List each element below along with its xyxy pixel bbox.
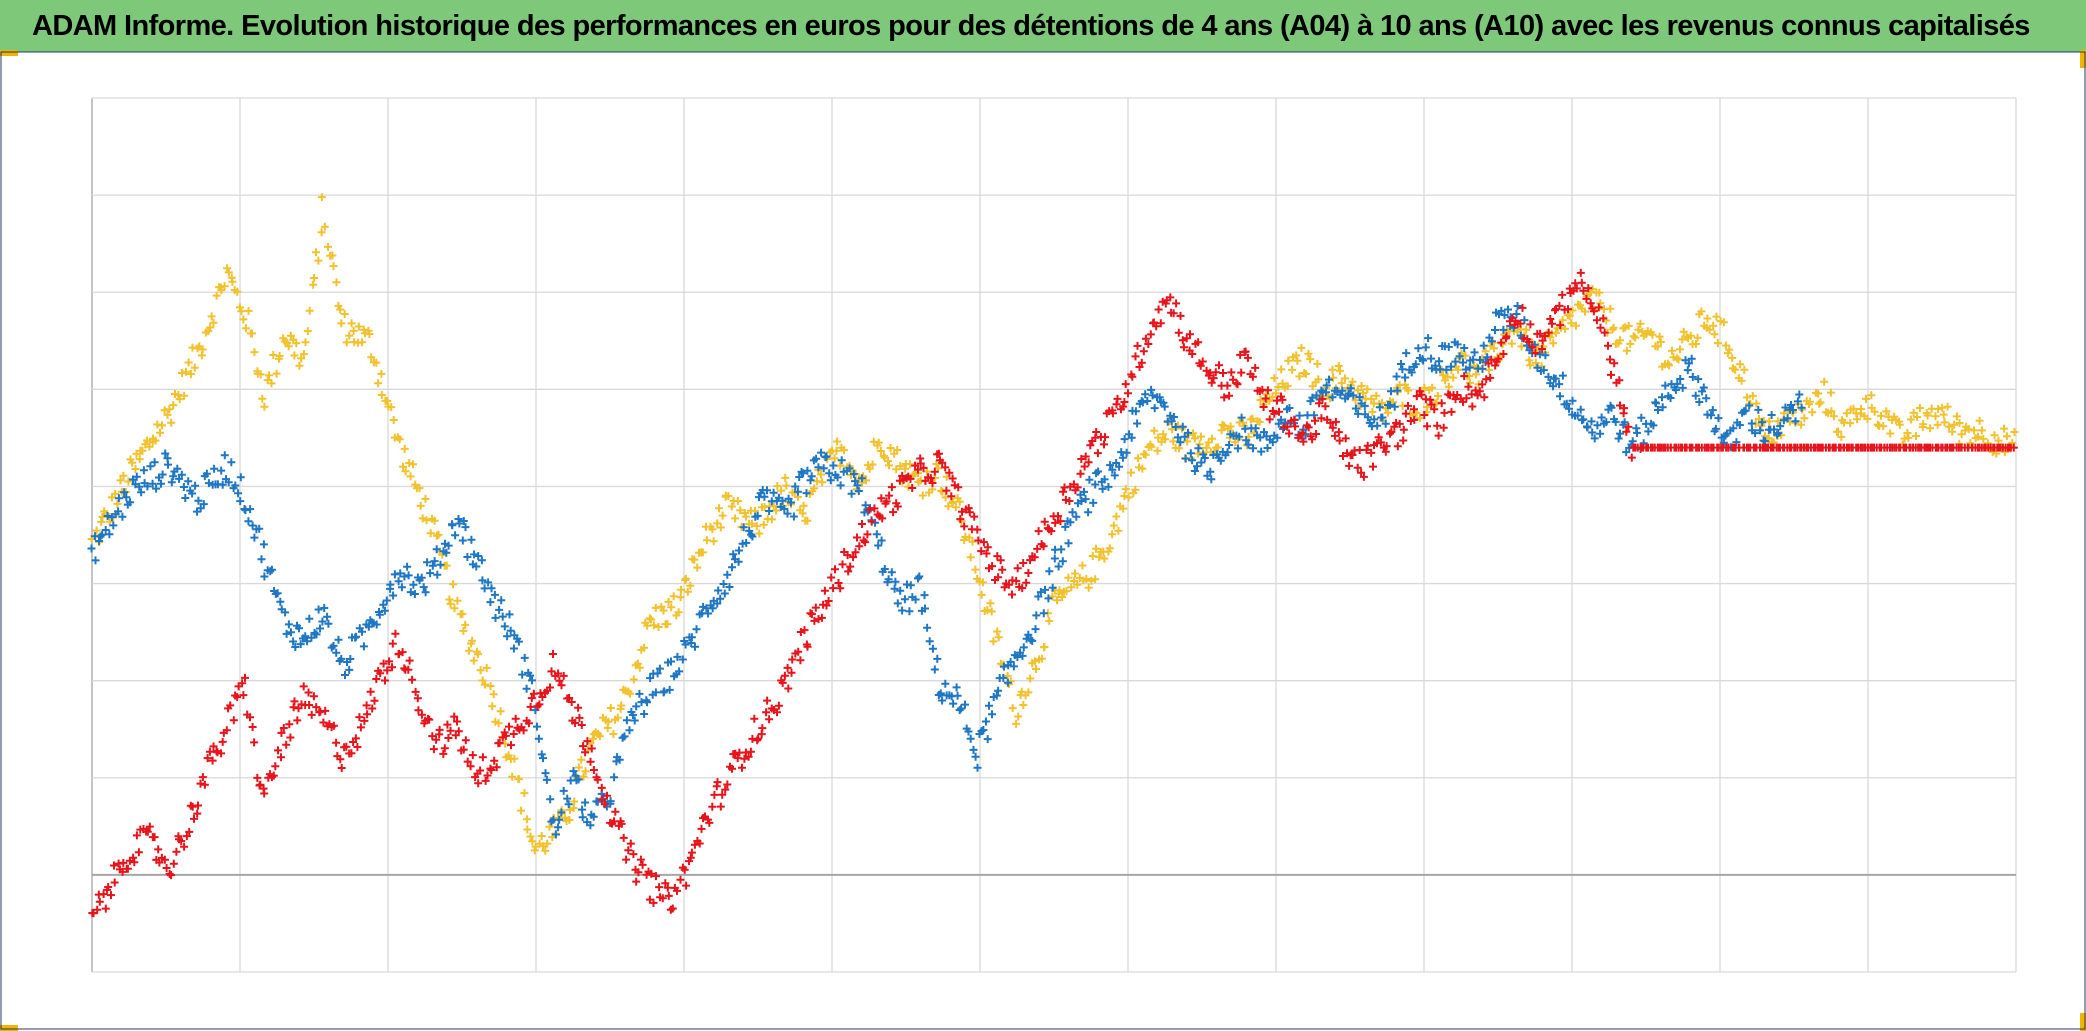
grid: [91, 97, 2017, 973]
chart-title: ADAM Informe. Evolution historique des p…: [32, 9, 2030, 42]
title-bar: ADAM Informe. Evolution historique des p…: [0, 0, 2086, 52]
corner-mark-bottom-right: [2080, 1013, 2086, 1031]
series-2: [87, 302, 1806, 839]
plot-area: [87, 193, 2019, 918]
corner-mark-top-left: [0, 50, 18, 56]
corner-mark-bottom-left: [0, 1025, 18, 1031]
corner-mark-top-right: [2080, 50, 2086, 68]
chart-border: [0, 51, 2086, 1030]
series-markers: [87, 302, 1806, 839]
series-markers: [88, 268, 2018, 918]
series-3: [88, 268, 2018, 918]
